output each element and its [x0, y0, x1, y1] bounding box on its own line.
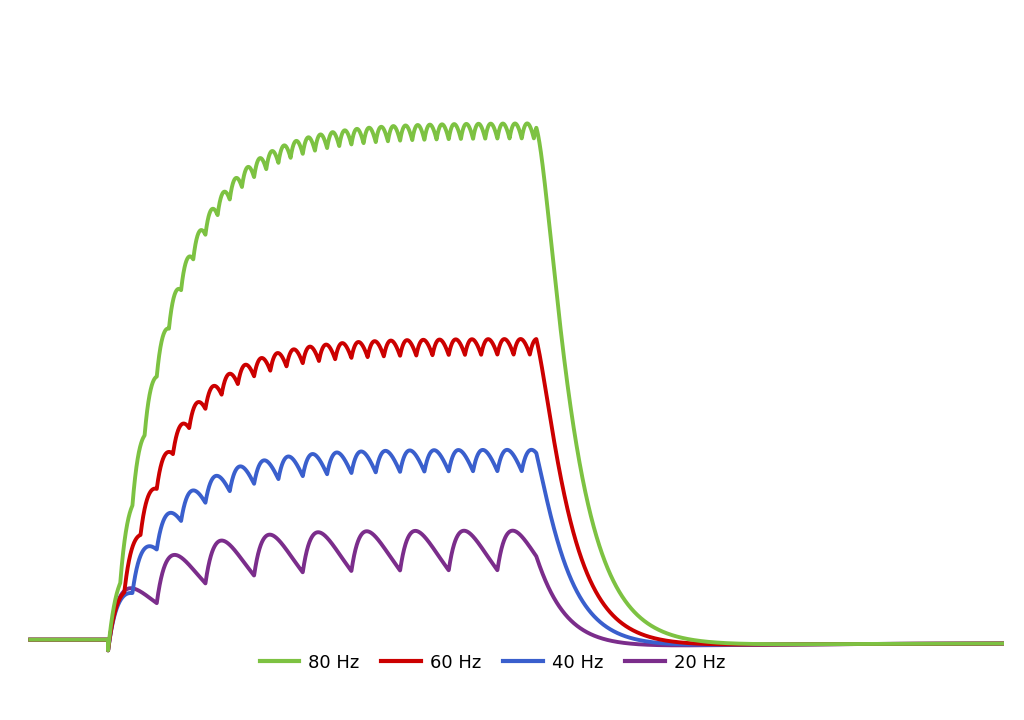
Legend: 80 Hz, 60 Hz, 40 Hz, 20 Hz: 80 Hz, 60 Hz, 40 Hz, 20 Hz — [253, 647, 732, 679]
